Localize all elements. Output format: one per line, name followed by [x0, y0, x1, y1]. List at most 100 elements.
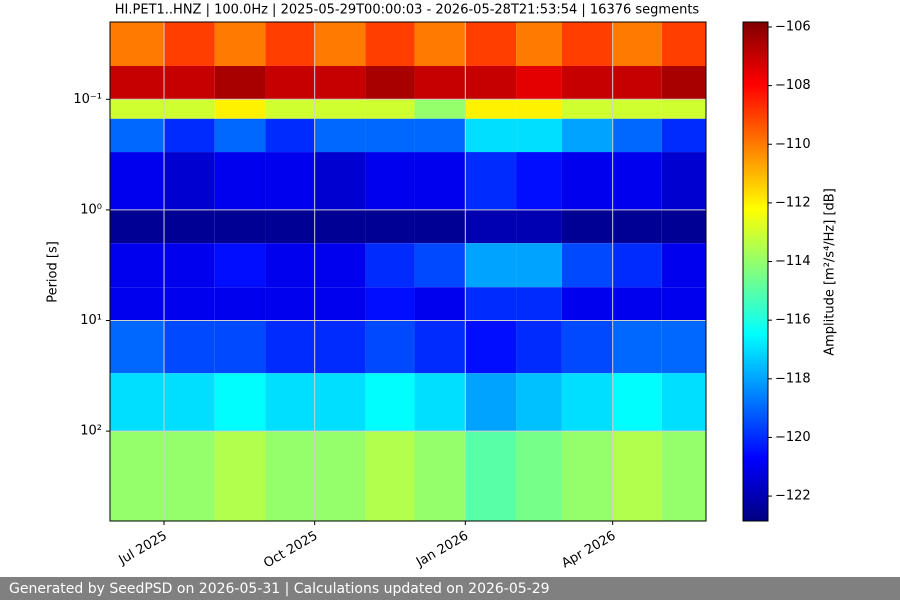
colorbar-label: Amplitude [m²/s⁴/Hz] [dB]	[823, 188, 838, 356]
y-tick-label: 10²	[80, 424, 102, 439]
heatmap-cell	[314, 66, 366, 100]
heatmap-cell	[661, 373, 706, 432]
heatmap-cell	[214, 152, 266, 210]
x-tick-label: Jul 2025	[116, 529, 170, 569]
heatmap-cell	[414, 118, 466, 153]
heatmap-cell	[661, 287, 706, 321]
heatmap-cell	[661, 66, 706, 100]
heatmap-cell	[365, 287, 415, 321]
heatmap-cell	[561, 209, 613, 244]
heatmap-cell	[164, 373, 215, 432]
heatmap-cell	[612, 320, 662, 374]
heatmap-cell	[414, 287, 466, 321]
heatmap-cell	[265, 431, 315, 521]
heatmap-cell	[110, 209, 165, 244]
heatmap-cell	[314, 22, 366, 67]
plot-frame	[109, 21, 707, 522]
heatmap-cell	[110, 22, 165, 67]
colorbar-tick-label: −110	[775, 137, 811, 152]
heatmap-cell	[465, 243, 517, 288]
chart-title: HI.PET1..HNZ | 100.0Hz | 2025-05-29T00:0…	[115, 3, 700, 18]
heatmap-cell	[414, 320, 466, 374]
heatmap-cell	[314, 152, 366, 210]
heatmap-cell	[164, 287, 215, 321]
heatmap-cell	[214, 99, 266, 119]
heatmap-cell	[110, 287, 165, 321]
heatmap-cell	[516, 209, 562, 244]
heatmap-cell	[365, 243, 415, 288]
heatmap-cell	[265, 209, 315, 244]
heatmap-cell	[561, 320, 613, 374]
heatmap-cell	[164, 99, 215, 119]
heatmap-cell	[561, 431, 613, 521]
heatmap-cell	[561, 22, 613, 67]
heatmap-cell	[414, 99, 466, 119]
x-tick-label: Jan 2026	[413, 529, 471, 571]
heatmap-cell	[465, 373, 517, 432]
heatmap-cell	[612, 287, 662, 321]
heatmap-cell	[265, 373, 315, 432]
y-tick-label: 10⁻¹	[73, 92, 102, 107]
y-tick-label: 10¹	[80, 313, 102, 328]
footer-text: Generated by SeedPSD on 2026-05-31 | Cal…	[9, 581, 550, 597]
heatmap-cell	[214, 66, 266, 100]
heatmap-cell	[516, 99, 562, 119]
heatmap-cell	[414, 243, 466, 288]
heatmap-cell	[164, 243, 215, 288]
colorbar	[742, 21, 769, 522]
heatmap-cell	[214, 431, 266, 521]
heatmap-cell	[164, 152, 215, 210]
heatmap-cell	[110, 243, 165, 288]
heatmap-cell	[164, 66, 215, 100]
heatmap-cell	[214, 118, 266, 153]
heatmap-cell	[612, 99, 662, 119]
heatmap-cell	[110, 118, 165, 153]
heatmap-cell	[314, 118, 366, 153]
colorbar-tick-label: −120	[775, 430, 811, 445]
colorbar-tick-label: −122	[775, 489, 811, 504]
heatmap-cell	[314, 209, 366, 244]
heatmap-cell	[314, 373, 366, 432]
heatmap-cell	[661, 152, 706, 210]
heatmap-cell	[265, 22, 315, 67]
heatmap-cell	[365, 209, 415, 244]
heatmap-cell	[110, 66, 165, 100]
heatmap-cell	[414, 373, 466, 432]
heatmap-cell	[365, 99, 415, 119]
colorbar-tick-label: −106	[775, 19, 811, 34]
heatmap-cell	[265, 99, 315, 119]
heatmap-cell	[110, 320, 165, 374]
heatmap-cell	[214, 22, 266, 67]
heatmap-cell	[516, 152, 562, 210]
heatmap-cell	[465, 320, 517, 374]
heatmap-cell	[561, 66, 613, 100]
heatmap-cell	[661, 320, 706, 374]
heatmap-cell	[661, 22, 706, 67]
colorbar-tick-label: −118	[775, 371, 811, 386]
heatmap-cell	[465, 118, 517, 153]
heatmap-cell	[465, 152, 517, 210]
heatmap-cell	[365, 431, 415, 521]
heatmap-cell	[214, 373, 266, 432]
heatmap-cell	[365, 66, 415, 100]
x-tick-label: Oct 2025	[261, 529, 320, 572]
heatmap-cell	[414, 152, 466, 210]
heatmap-cell	[661, 243, 706, 288]
heatmap-cell	[465, 99, 517, 119]
heatmap-cell	[612, 152, 662, 210]
heatmap-cell	[110, 152, 165, 210]
heatmap-cell	[265, 243, 315, 288]
heatmap-cell	[561, 243, 613, 288]
colorbar-tick-label: −114	[775, 254, 811, 269]
heatmap-cell	[561, 152, 613, 210]
heatmap-cell	[516, 66, 562, 100]
heatmap-cell	[265, 152, 315, 210]
heatmap-cell	[265, 320, 315, 374]
heatmap-cell	[214, 243, 266, 288]
heatmap-cell	[612, 22, 662, 67]
heatmap-cell	[414, 22, 466, 67]
heatmap-cell	[110, 431, 165, 521]
heatmap-cell	[314, 431, 366, 521]
heatmap-cell	[561, 373, 613, 432]
